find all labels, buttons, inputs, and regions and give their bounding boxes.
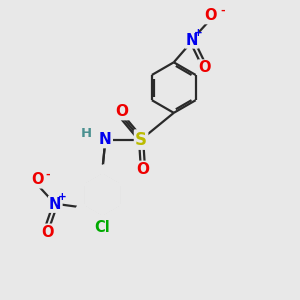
Text: S: S	[135, 130, 147, 148]
Text: -: -	[220, 6, 225, 16]
Text: Cl: Cl	[94, 220, 110, 235]
Text: N: N	[49, 197, 62, 212]
Text: O: O	[31, 172, 44, 188]
Text: H: H	[80, 127, 92, 140]
Text: N: N	[185, 32, 198, 47]
Text: O: O	[136, 162, 149, 177]
Text: +: +	[194, 28, 203, 38]
Text: O: O	[199, 61, 211, 76]
Text: -: -	[45, 170, 50, 180]
Text: +: +	[58, 192, 66, 202]
Text: N: N	[99, 132, 112, 147]
Text: O: O	[115, 104, 128, 119]
Text: O: O	[42, 225, 54, 240]
Text: O: O	[205, 8, 217, 23]
